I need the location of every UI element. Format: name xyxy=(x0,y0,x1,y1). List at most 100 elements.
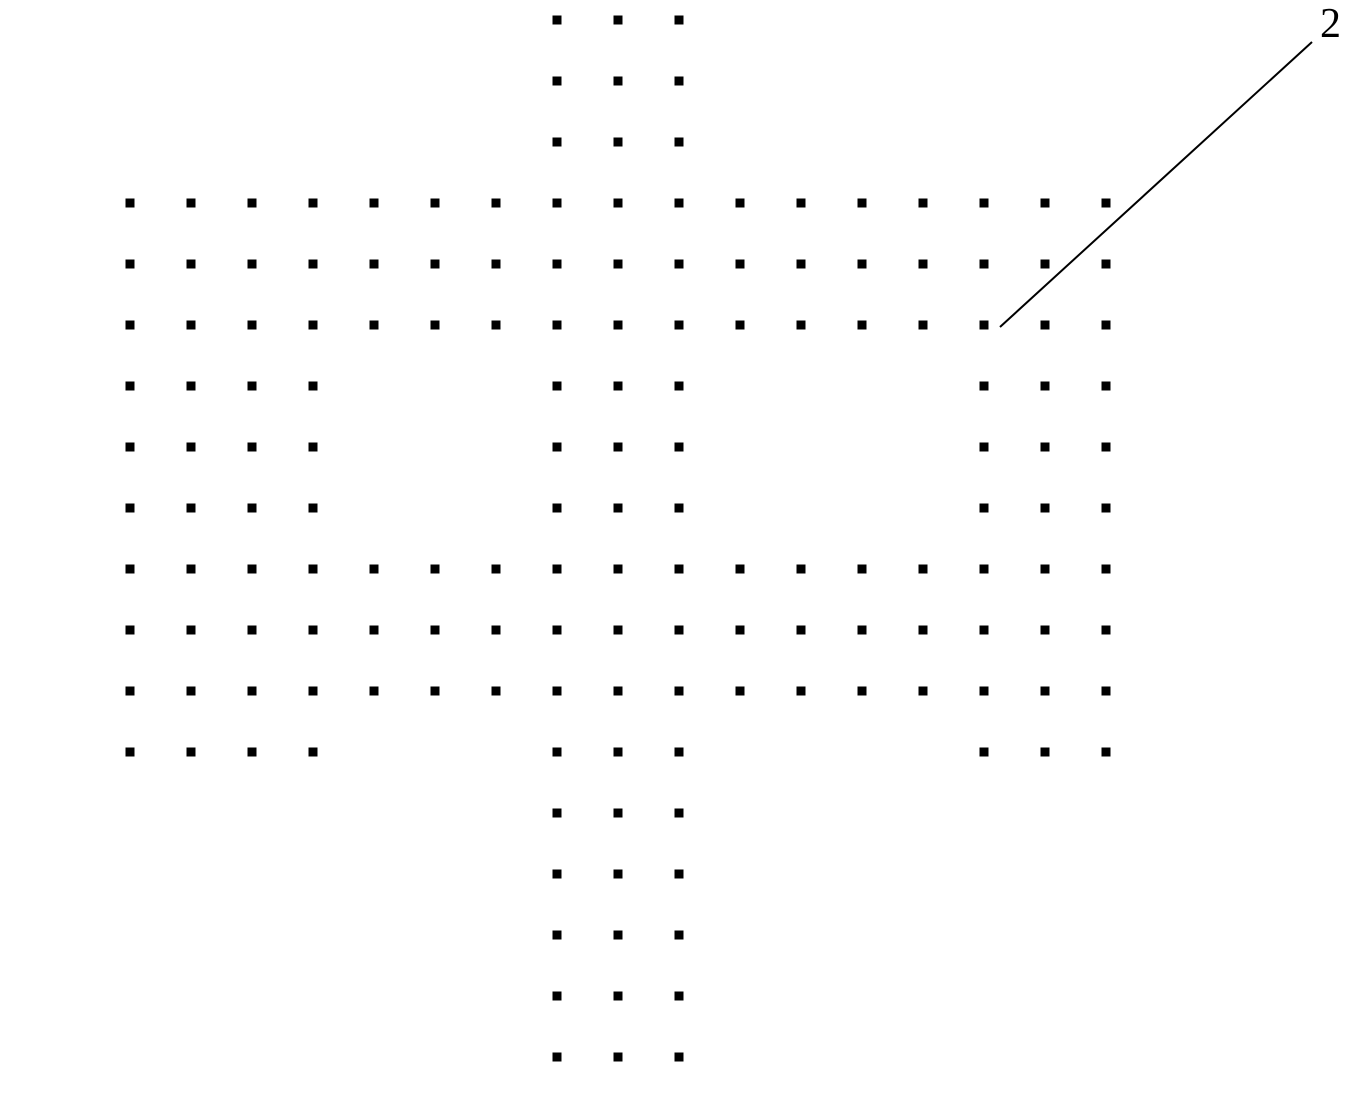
grid-dot xyxy=(1102,260,1111,269)
grid-dot xyxy=(980,382,989,391)
grid-dot xyxy=(431,626,440,635)
grid-dot xyxy=(675,931,684,940)
grid-dot xyxy=(980,443,989,452)
grid-dot xyxy=(797,687,806,696)
grid-dot xyxy=(675,199,684,208)
grid-dot xyxy=(187,504,196,513)
grid-dot xyxy=(675,687,684,696)
grid-dot xyxy=(126,626,135,635)
grid-dot xyxy=(1102,565,1111,574)
grid-dot xyxy=(553,199,562,208)
grid-dot xyxy=(614,565,623,574)
grid-dot xyxy=(187,199,196,208)
grid-dot xyxy=(736,687,745,696)
grid-dot xyxy=(309,565,318,574)
grid-dot xyxy=(492,565,501,574)
grid-dot xyxy=(431,687,440,696)
grid-dot xyxy=(614,321,623,330)
grid-dot xyxy=(675,321,684,330)
grid-dot xyxy=(614,260,623,269)
grid-dot xyxy=(614,809,623,818)
grid-dot xyxy=(1041,321,1050,330)
grid-dot xyxy=(797,565,806,574)
grid-dot xyxy=(187,748,196,757)
grid-dot xyxy=(797,626,806,635)
grid-dot xyxy=(980,504,989,513)
grid-dot xyxy=(1041,260,1050,269)
grid-dot xyxy=(553,16,562,25)
grid-dot xyxy=(980,748,989,757)
grid-dot xyxy=(187,260,196,269)
grid-dot xyxy=(187,382,196,391)
grid-dot xyxy=(248,565,257,574)
grid-dot xyxy=(553,443,562,452)
grid-dot xyxy=(553,260,562,269)
callout-label-2: 2 xyxy=(1320,0,1341,48)
grid-dot xyxy=(126,321,135,330)
grid-dot xyxy=(736,565,745,574)
grid-dot xyxy=(1102,321,1111,330)
grid-dot xyxy=(614,504,623,513)
grid-dot xyxy=(614,382,623,391)
grid-dot xyxy=(309,748,318,757)
grid-dot xyxy=(736,260,745,269)
grid-dot xyxy=(370,199,379,208)
grid-dot xyxy=(675,992,684,1001)
grid-dot xyxy=(1041,199,1050,208)
grid-dot xyxy=(309,382,318,391)
grid-dot xyxy=(1041,626,1050,635)
grid-dot xyxy=(126,748,135,757)
grid-dot xyxy=(553,565,562,574)
grid-dot xyxy=(553,382,562,391)
grid-dot xyxy=(309,260,318,269)
grid-dot xyxy=(614,687,623,696)
grid-dot xyxy=(675,504,684,513)
grid-dot xyxy=(1041,443,1050,452)
grid-dot xyxy=(797,199,806,208)
grid-dot xyxy=(614,16,623,25)
grid-dot xyxy=(248,260,257,269)
grid-dot xyxy=(126,565,135,574)
grid-dot xyxy=(126,687,135,696)
grid-dot xyxy=(919,260,928,269)
grid-dot xyxy=(431,260,440,269)
grid-dot xyxy=(370,260,379,269)
grid-dot xyxy=(553,626,562,635)
grid-dot xyxy=(614,626,623,635)
grid-dot xyxy=(248,687,257,696)
grid-dot xyxy=(553,992,562,1001)
grid-dot xyxy=(858,321,867,330)
grid-dot xyxy=(614,199,623,208)
grid-dot xyxy=(858,565,867,574)
grid-dot xyxy=(492,321,501,330)
grid-dot xyxy=(1102,748,1111,757)
grid-dot xyxy=(431,199,440,208)
grid-dot xyxy=(1102,626,1111,635)
grid-dot xyxy=(919,626,928,635)
grid-dot xyxy=(553,687,562,696)
grid-dot xyxy=(614,1053,623,1062)
grid-dot xyxy=(980,199,989,208)
grid-dot xyxy=(980,321,989,330)
grid-dot xyxy=(187,626,196,635)
grid-dot xyxy=(614,931,623,940)
grid-dot xyxy=(309,199,318,208)
grid-dot xyxy=(1041,565,1050,574)
grid-dot xyxy=(126,199,135,208)
grid-dot xyxy=(553,748,562,757)
grid-dot xyxy=(248,321,257,330)
grid-dot xyxy=(980,626,989,635)
grid-dot xyxy=(919,687,928,696)
grid-dot xyxy=(309,443,318,452)
grid-dot xyxy=(614,748,623,757)
grid-dot xyxy=(614,870,623,879)
grid-dot xyxy=(248,748,257,757)
grid-dot xyxy=(1102,199,1111,208)
grid-dot xyxy=(736,199,745,208)
grid-dot xyxy=(675,443,684,452)
grid-dot xyxy=(553,809,562,818)
grid-dot xyxy=(675,626,684,635)
grid-dot xyxy=(370,626,379,635)
grid-dot xyxy=(553,1053,562,1062)
grid-dot xyxy=(126,382,135,391)
